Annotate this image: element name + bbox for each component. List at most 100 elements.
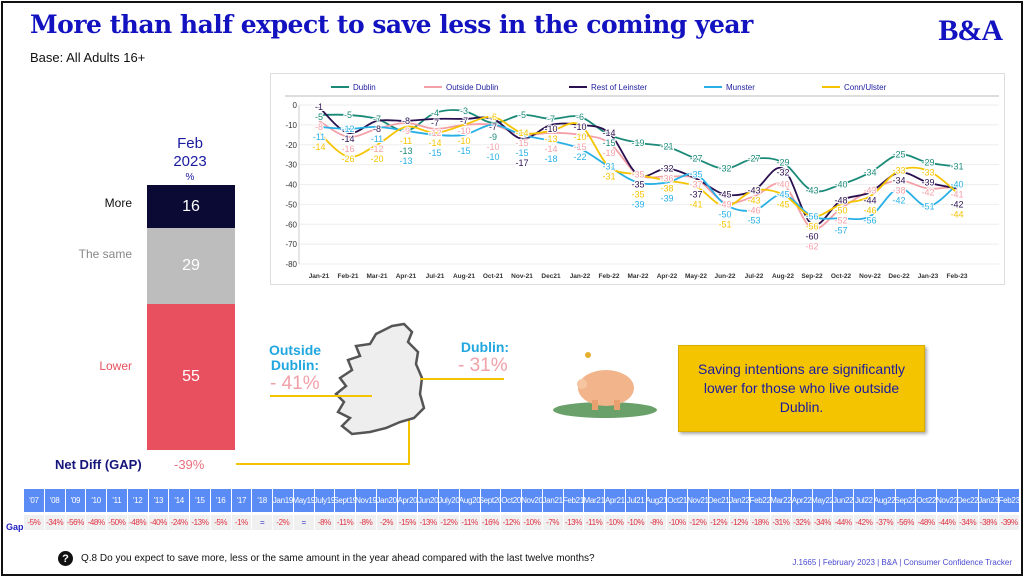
data-label: -50 — [834, 205, 847, 215]
gap-value: -24% — [169, 515, 189, 530]
gap-period-header: Jan 21 — [542, 489, 563, 512]
gap-value: -10% — [667, 515, 687, 530]
gap-period-header: Nov 21 — [687, 489, 709, 512]
x-tick-label: Feb-21 — [338, 273, 359, 280]
gap-period-header: May 22 — [811, 489, 834, 512]
gap-value: -44% — [833, 515, 853, 530]
gap-period-header: July 19 — [314, 489, 335, 512]
data-label: -42 — [950, 200, 963, 210]
data-label: -11 — [371, 134, 383, 144]
legend-label: Conn/Ulster — [844, 83, 887, 92]
series-line-conn-ulster — [318, 115, 958, 218]
gap-value: -37% — [874, 515, 895, 530]
y-tick-label: -70 — [285, 240, 297, 249]
gap-value: -56% — [895, 515, 916, 530]
data-label: -12 — [341, 124, 354, 134]
data-label: -27 — [747, 154, 760, 164]
gap-period-header: Nov 19 — [355, 489, 377, 512]
gap-period-header: Jun 22 — [833, 489, 854, 512]
data-label: -40 — [834, 180, 847, 190]
x-tick-label: Sep-22 — [801, 273, 823, 280]
data-label: -45 — [776, 190, 789, 200]
gap-period-header: Jul 22 — [854, 489, 874, 512]
data-label: -52 — [834, 215, 847, 225]
gap-period-header: Feb 21 — [563, 489, 584, 512]
x-tick-label: Dec21 — [541, 273, 561, 280]
data-label: -15 — [428, 148, 441, 158]
data-label: -15 — [515, 148, 528, 158]
gap-period-header: Aug 21 — [646, 489, 668, 512]
line-chart: 0 -10 -20 -30 -40 -50 -60 -70 -80 Jan-21 Feb-21 Mar… — [270, 73, 1005, 285]
gap-period-header: Jul 21 — [625, 489, 646, 512]
data-label: -44 — [950, 210, 963, 220]
gap-period-header: Sept 19 — [333, 489, 357, 512]
dublin-value: - 31% — [458, 355, 508, 376]
gap-value: = — [293, 515, 314, 530]
piggy-bank-icon — [553, 352, 657, 418]
data-label: -38 — [660, 184, 673, 194]
data-label: -9 — [489, 132, 497, 142]
gap-value: -12% — [501, 515, 521, 530]
gap-period-header: Sep 22 — [895, 489, 917, 512]
gap-value: -12% — [708, 515, 729, 530]
connector-line — [408, 418, 410, 465]
gap-period-header: '17 — [231, 489, 252, 512]
dublin-label: Dublin: — [460, 339, 510, 355]
y-tick-label: 0 — [293, 101, 298, 110]
gap-period-header: Jan 22 — [729, 489, 750, 512]
gap-period-header: '18 — [252, 489, 272, 512]
gap-value: -56% — [65, 515, 86, 530]
gap-period-header: Oct 20 — [501, 489, 521, 512]
data-label: -45 — [718, 189, 731, 199]
data-label: -5 — [518, 110, 526, 120]
legend-label: Munster — [726, 83, 755, 92]
gap-period-header: Jan 19 — [273, 489, 293, 512]
gap-value: -11% — [584, 515, 604, 530]
data-label: -43 — [747, 185, 760, 195]
gap-value: -10% — [522, 515, 542, 530]
x-tick-label: Jan-22 — [570, 273, 591, 280]
data-label: -44 — [863, 195, 876, 205]
data-label: -39 — [921, 178, 934, 188]
data-label: -8 — [373, 124, 381, 134]
gap-period-header: Mar 22 — [770, 489, 792, 512]
data-label: -56 — [805, 221, 818, 231]
data-label: -20 — [370, 154, 383, 164]
data-label: -53 — [747, 215, 760, 225]
gap-value: -12% — [688, 515, 708, 530]
question-text: Q.8 Do you expect to save more, less or … — [81, 553, 595, 564]
data-label: -10 — [457, 126, 470, 136]
gap-value: -5% — [24, 515, 44, 530]
gap-period-header: '07 — [24, 489, 44, 512]
gap-period-header: May 19 — [292, 489, 315, 512]
data-label: -10 — [457, 136, 470, 146]
gap-period-header: Sept 20 — [479, 489, 502, 512]
net-diff-value: -39% — [174, 457, 205, 472]
x-tick-label: Jan-21 — [309, 273, 330, 280]
gap-period-header: Aug 20 — [459, 489, 481, 512]
data-label: -29 — [776, 158, 789, 168]
label-same: The same — [78, 247, 132, 261]
data-label: -32 — [718, 164, 731, 174]
data-label: -18 — [544, 154, 557, 164]
data-label: -37 — [689, 180, 702, 190]
data-label: -15 — [573, 142, 586, 152]
gap-period-header: Aug 22 — [874, 489, 896, 512]
gap-value: -13% — [563, 515, 584, 530]
gap-value: -5% — [210, 515, 231, 530]
gap-value: -7% — [542, 515, 563, 530]
x-tick-label: Aug-22 — [772, 273, 794, 280]
question-icon: ? — [58, 551, 73, 566]
data-label: -14 — [341, 134, 354, 144]
data-label: -43 — [747, 195, 760, 205]
data-label: -7 — [373, 114, 381, 124]
data-label: -40 — [950, 180, 963, 190]
gap-value: -10% — [625, 515, 646, 530]
data-label: -37 — [689, 190, 702, 200]
gap-value: -32% — [791, 515, 812, 530]
gap-value: -18% — [750, 515, 770, 530]
data-label: -31 — [602, 162, 615, 172]
gap-value: -42% — [854, 515, 874, 530]
gap-value: -50% — [107, 515, 127, 530]
